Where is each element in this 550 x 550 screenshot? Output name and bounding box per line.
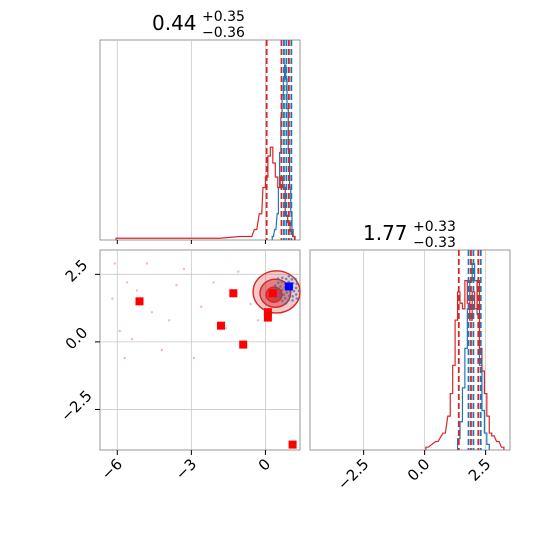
title-p1-value: 0.44 — [152, 11, 197, 35]
blue-sample-point — [294, 286, 298, 290]
red-marker — [239, 340, 248, 349]
blue-sample-point — [276, 277, 280, 280]
red-marker — [229, 289, 238, 298]
faint-sample-point — [135, 289, 139, 292]
blue-sample-point — [276, 281, 280, 285]
blue-sample-point — [276, 287, 279, 290]
faint-sample-point — [113, 262, 117, 265]
y-tick-label: −2.5 — [57, 387, 95, 425]
blue-sample-point — [297, 289, 301, 293]
title-p1-plus: +0.35 — [202, 9, 245, 25]
blue-sample-point — [287, 274, 291, 278]
x-tick-label: 2.5 — [465, 455, 495, 485]
blue-sample-point — [294, 277, 297, 281]
blue-sample-point — [287, 280, 290, 284]
blue-sample-point — [284, 301, 288, 305]
faint-sample-point — [123, 356, 126, 360]
blue-sample-point — [287, 298, 290, 302]
y-tick-label: 0.0 — [62, 324, 92, 354]
blue-sample-point — [289, 290, 292, 294]
x-tick-label: −3 — [172, 455, 200, 483]
x-tick-label: −2.5 — [334, 455, 372, 493]
red-marker — [288, 440, 297, 449]
faint-sample-point — [224, 327, 228, 330]
faint-sample-point — [256, 319, 260, 322]
histogram-panel-p1: 0.44 +0.35 −0.36 — [99, 9, 301, 244]
red-marker — [135, 297, 144, 306]
faint-sample-point — [249, 302, 252, 306]
faint-sample-point — [111, 297, 114, 300]
blue-sample-point — [287, 294, 291, 298]
hist-series-red — [115, 146, 296, 240]
faint-sample-point — [237, 270, 240, 273]
blue-sample-point — [284, 277, 288, 281]
blue-sample-point — [279, 285, 282, 288]
faint-sample-point — [160, 348, 163, 352]
y-tick-label: 2.5 — [62, 256, 92, 286]
red-marker — [268, 289, 277, 298]
blue-sample-point — [290, 278, 294, 281]
faint-sample-point — [175, 283, 178, 287]
x-tick-label: 0.0 — [404, 455, 434, 485]
faint-sample-point — [200, 305, 203, 308]
hist2-frame — [309, 249, 511, 451]
blue-sample-point — [292, 289, 296, 293]
blue-sample-point — [283, 296, 287, 300]
hist1-frame — [99, 39, 301, 241]
faint-sample-point — [130, 337, 134, 341]
title-p1-minus: −0.36 — [202, 25, 245, 41]
blue-sample-point — [273, 284, 277, 287]
blue-marker — [284, 282, 293, 291]
faint-sample-point — [150, 310, 154, 314]
faint-sample-point — [167, 319, 171, 322]
blue-sample-point — [280, 299, 284, 303]
x-tick-label: 0 — [255, 455, 274, 474]
red-marker — [263, 308, 272, 317]
blue-sample-point — [278, 295, 282, 299]
blue-sample-point — [285, 291, 288, 294]
title-p2-minus: −0.33 — [413, 235, 456, 251]
faint-sample-point — [212, 281, 215, 284]
blue-sample-point — [291, 295, 295, 298]
histogram-panel-p2: 1.77 +0.33 −0.33 −2.5 0.0 2.5 — [309, 219, 511, 494]
faint-sample-point — [192, 356, 196, 360]
faint-sample-point — [125, 281, 129, 284]
title-p2-plus: +0.33 — [413, 219, 456, 235]
red-marker — [216, 321, 225, 330]
scatter-frame — [99, 249, 301, 451]
contour-scatter-panel: −6 −3 0 2.5 0.0 −2.5 — [57, 249, 301, 483]
hist-series-red — [425, 280, 505, 450]
red-marker — [263, 313, 272, 322]
title-p2-value: 1.77 — [363, 221, 408, 245]
blue-sample-point — [294, 293, 298, 296]
faint-sample-point — [145, 262, 149, 265]
blue-sample-point — [278, 291, 282, 295]
faint-sample-point — [182, 267, 186, 271]
x-tick-label: −6 — [98, 455, 126, 483]
faint-sample-point — [118, 329, 121, 333]
blue-sample-point — [295, 282, 299, 285]
blue-sample-point — [291, 299, 294, 302]
blue-sample-point — [295, 297, 299, 300]
blue-sample-point — [281, 276, 284, 280]
blue-sample-point — [280, 280, 284, 284]
blue-sample-point — [282, 293, 286, 296]
blue-sample-point — [280, 288, 284, 292]
